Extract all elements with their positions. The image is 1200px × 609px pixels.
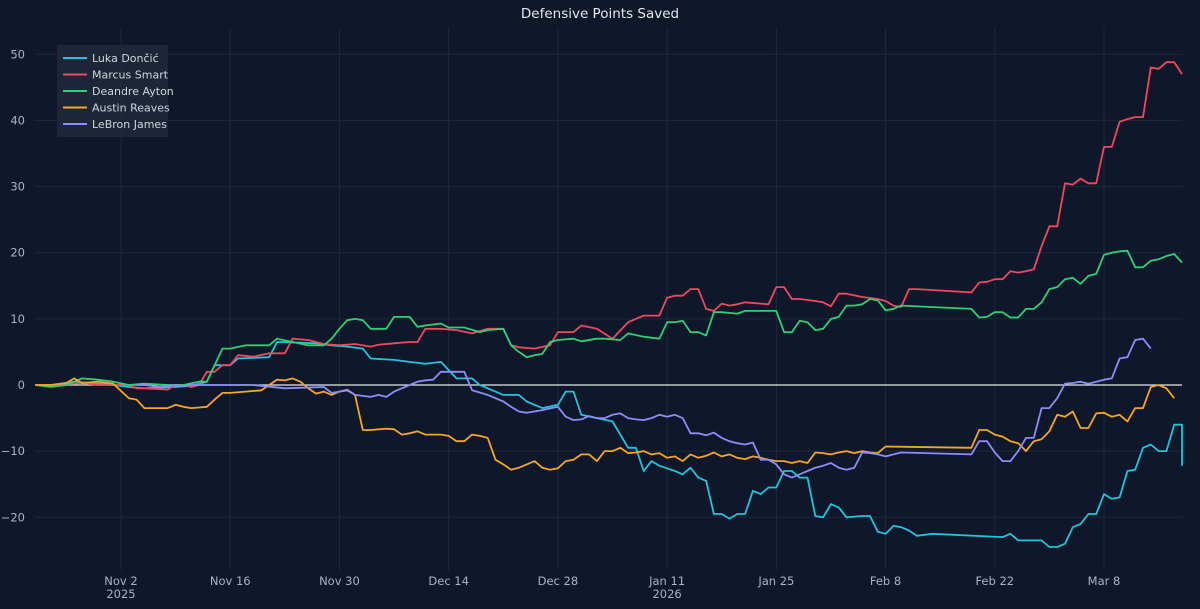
chart-title: Defensive Points Saved: [521, 6, 679, 22]
series-line-deandre-ayton[interactable]: [35, 249, 1183, 388]
x-tick-label: Nov 16: [210, 574, 251, 588]
x-tick-label: Mar 8: [1088, 574, 1121, 588]
y-tick-label: 50: [10, 47, 25, 61]
y-tick-label: −20: [1, 510, 25, 524]
x-tick-label: Nov 2: [104, 574, 137, 588]
x-tick-label: Jan 11: [648, 574, 685, 588]
y-tick-label: 40: [10, 113, 25, 127]
legend[interactable]: Luka Dončić Marcus Smart Deandre Ayton Aust…: [57, 45, 174, 137]
x-tick-year-label: 2025: [106, 587, 135, 601]
series-line-marcus-smart[interactable]: [35, 61, 1183, 391]
legend-item-label[interactable]: Luka Dončić: [92, 52, 159, 65]
legend-item-label[interactable]: Austin Reaves: [92, 102, 170, 115]
y-tick-label: 0: [18, 378, 25, 392]
legend-item-label[interactable]: Marcus Smart: [92, 69, 169, 82]
x-tick-label: Jan 25: [757, 574, 794, 588]
y-axis-ticks: −20 −10 0 10 20 30 40 50: [1, 47, 25, 524]
y-tick-label: −10: [1, 444, 25, 458]
legend-item-label[interactable]: Deandre Ayton: [92, 85, 174, 98]
x-tick-year-label: 2026: [652, 587, 681, 601]
y-tick-label: 10: [10, 312, 25, 326]
x-tick-label: Feb 22: [975, 574, 1014, 588]
y-tick-label: 20: [10, 246, 25, 260]
y-tick-label: 30: [10, 180, 25, 194]
x-tick-label: Dec 14: [428, 574, 469, 588]
series-line-lebron-james[interactable]: [136, 337, 1152, 479]
series-lines: [35, 61, 1183, 548]
x-tick-label: Feb 8: [870, 574, 901, 588]
series-line-austin-reaves[interactable]: [35, 377, 1175, 471]
x-tick-label: Dec 28: [538, 574, 579, 588]
legend-item-label[interactable]: LeBron James: [92, 118, 167, 131]
x-tick-label: Nov 30: [319, 574, 360, 588]
